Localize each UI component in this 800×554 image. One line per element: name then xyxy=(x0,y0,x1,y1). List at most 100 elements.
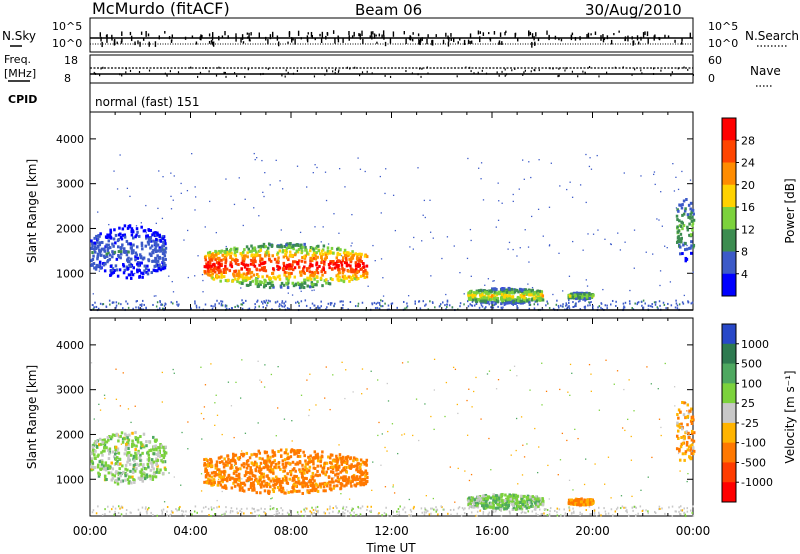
echo-cell xyxy=(530,293,534,297)
echo-cell xyxy=(198,306,201,309)
echo-cell xyxy=(138,456,142,460)
echo-cell xyxy=(566,307,568,310)
echo-cell xyxy=(525,292,528,296)
echo-cell xyxy=(132,478,135,482)
echo-cell xyxy=(574,294,577,298)
echo-cell xyxy=(276,264,279,268)
echo-cell xyxy=(493,300,496,303)
echo-cell xyxy=(154,233,158,237)
echo-cell xyxy=(125,300,127,303)
echo-cell xyxy=(689,207,692,211)
echo-cell xyxy=(350,267,353,271)
echo-cell xyxy=(651,303,653,306)
echo-cell xyxy=(378,512,380,515)
echo-cell xyxy=(324,397,326,399)
cpid-value: normal (fast) 151 xyxy=(95,95,199,109)
echo-cell xyxy=(686,225,689,229)
echo-cell xyxy=(281,300,284,303)
echo-cell xyxy=(250,244,253,248)
echo-cell xyxy=(686,480,688,483)
echo-cell xyxy=(364,268,367,272)
echo-cell xyxy=(278,274,281,278)
echo-cell xyxy=(125,509,128,512)
nsky-point xyxy=(314,37,316,41)
echo-cell xyxy=(563,514,566,517)
echo-cell xyxy=(613,383,615,385)
echo-cell xyxy=(245,299,247,302)
echo-cell xyxy=(483,494,486,498)
echo-cell xyxy=(119,250,123,254)
echo-cell xyxy=(104,466,108,470)
echo-cell xyxy=(277,365,279,368)
echo-cell xyxy=(471,295,475,299)
colorbar-swatch xyxy=(722,207,736,230)
echo-cell xyxy=(678,506,680,509)
echo-cell xyxy=(305,268,309,272)
echo-cell xyxy=(659,507,661,510)
echo-cell xyxy=(286,256,289,260)
echo-cell xyxy=(254,468,257,472)
echo-cell xyxy=(265,299,268,302)
echo-cell xyxy=(262,479,266,483)
nsky-point xyxy=(459,38,461,41)
echo-cell xyxy=(267,254,271,258)
echo-cell xyxy=(488,501,492,505)
echo-cell xyxy=(337,480,340,484)
echo-cell xyxy=(162,237,165,241)
echo-cell xyxy=(570,292,573,296)
freq-point xyxy=(634,68,636,71)
echo-cell xyxy=(283,469,286,473)
echo-cell xyxy=(349,466,352,470)
echo-cell xyxy=(585,509,588,512)
echo-cell xyxy=(466,434,469,436)
echo-cell xyxy=(345,483,348,487)
echo-cell xyxy=(652,253,654,255)
echo-cell xyxy=(143,269,146,273)
echo-cell xyxy=(392,484,394,486)
echo-cell xyxy=(475,299,479,303)
echo-cell xyxy=(308,460,312,464)
echo-cell xyxy=(523,290,527,294)
echo-cell xyxy=(534,508,537,511)
echo-cell xyxy=(150,511,152,514)
echo-cell xyxy=(316,306,319,309)
echo-cell xyxy=(333,261,337,265)
echo-cell xyxy=(105,254,109,258)
echo-cell xyxy=(176,303,178,306)
echo-cell xyxy=(624,506,627,509)
echo-cell xyxy=(259,461,263,465)
echo-cell xyxy=(284,461,288,465)
echo-cell xyxy=(146,272,150,276)
echo-cell xyxy=(251,474,255,478)
echo-cell xyxy=(140,225,143,229)
echo-cell xyxy=(301,283,304,287)
echo-cell xyxy=(310,281,314,285)
echo-cell xyxy=(305,304,308,307)
echo-cell xyxy=(335,472,339,476)
echo-cell xyxy=(313,289,315,291)
echo-cell xyxy=(195,306,198,309)
echo-cell xyxy=(148,440,151,444)
echo-cell xyxy=(337,464,341,468)
y-tick-label: 3000 xyxy=(56,178,84,191)
echo-cell xyxy=(480,418,482,420)
echo-cell xyxy=(346,481,349,485)
echo-cell xyxy=(250,512,252,515)
echo-cell xyxy=(364,460,368,464)
echo-cell xyxy=(298,489,301,493)
nsky-point xyxy=(435,34,437,38)
echo-cell xyxy=(305,467,309,471)
echo-cell xyxy=(605,513,607,516)
echo-cell xyxy=(536,289,540,293)
echo-cell xyxy=(629,302,631,305)
echo-cell xyxy=(262,285,266,289)
echo-cell xyxy=(676,208,679,212)
echo-cell xyxy=(126,439,128,441)
echo-cell xyxy=(363,478,366,482)
freq-point xyxy=(284,75,286,78)
echo-cell xyxy=(122,307,124,310)
echo-cell xyxy=(535,512,537,515)
echo-cell xyxy=(211,508,213,511)
echo-cell xyxy=(119,462,122,466)
nsky-point xyxy=(586,34,588,38)
